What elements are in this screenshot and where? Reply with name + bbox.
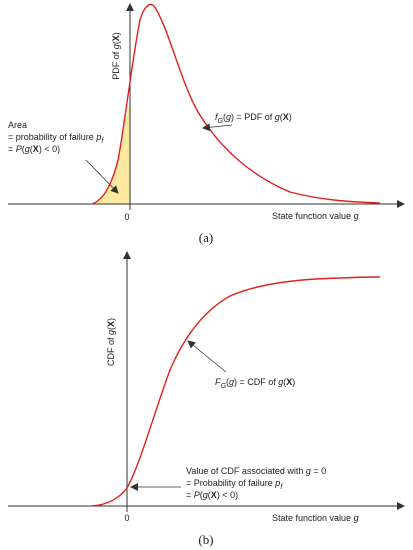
pdf-zero-tick: 0 bbox=[124, 212, 129, 222]
cdf-curve bbox=[91, 276, 381, 507]
area-label-line3: = P(g(X) < 0) bbox=[8, 144, 60, 154]
pdf-y-axis-label: PDF of g(X) bbox=[111, 32, 121, 80]
pdf-x-axis-label: State function value g bbox=[272, 211, 359, 221]
pdf-curve-pointer bbox=[202, 123, 233, 132]
panel-b-cdf: 0 CDF of g(X) State function value g FG(… bbox=[8, 251, 405, 547]
panel-a-pdf: 0 PDF of g(X) State function value g fG(… bbox=[8, 3, 405, 245]
cdf-x-axis-label: State function value g bbox=[272, 513, 359, 523]
cdf-curve-pointer bbox=[187, 340, 227, 373]
pdf-curve bbox=[91, 3, 381, 205]
cdf-value-line3: = P(g(X) < 0) bbox=[186, 490, 238, 500]
area-label-line2: = probability of failure pf bbox=[8, 132, 104, 145]
caption-a: (a) bbox=[199, 230, 213, 245]
cdf-zero-tick: 0 bbox=[124, 513, 129, 523]
failure-area-shade bbox=[92, 100, 130, 204]
cdf-y-axis-label: CDF of g(X) bbox=[106, 318, 116, 366]
pdf-curve-label: fG(g) = PDF of g(X) bbox=[215, 112, 292, 125]
area-pointer bbox=[85, 159, 119, 194]
cdf-value-line2: = Probability of failure pf bbox=[186, 478, 283, 491]
cdf-value-line1: Value of CDF associated with g = 0 bbox=[186, 466, 326, 476]
area-label-line1: Area bbox=[8, 120, 27, 130]
cdf-curve-label: FG(g) = CDF of g(X) bbox=[215, 377, 295, 390]
caption-b: (b) bbox=[198, 532, 213, 547]
